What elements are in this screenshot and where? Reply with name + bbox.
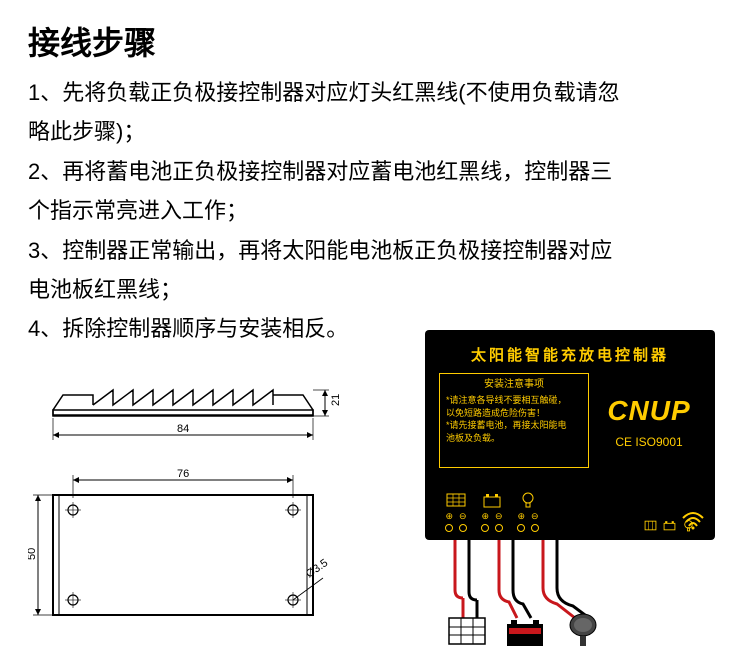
terminal-ports: ⊕⊖ ⊕⊖ <box>439 491 539 532</box>
step-1-line-2: 略此步骤)； <box>28 113 722 150</box>
page-title: 接线步骤 <box>28 18 722 64</box>
iso-label: CE ISO9001 <box>615 435 682 449</box>
solar-port: ⊕⊖ <box>445 491 467 532</box>
warning-line-3: *请先接蓄电池，再接太阳能电 <box>446 419 582 432</box>
warning-title: 安装注意事项 <box>446 378 582 392</box>
warning-box: 安装注意事项 *请注意各导线不要相互触碰， 以免短路造成危险伤害！ *请先接蓄电… <box>439 373 589 468</box>
warning-line-4: 池板及负载。 <box>446 432 582 445</box>
controller-box: 太阳能智能充放电控制器 安装注意事项 *请注意各导线不要相互触碰， 以免短路造成… <box>425 330 715 540</box>
wifi-icon <box>681 510 705 530</box>
step-2-line-1: 2、再将蓄电池正负极接控制器对应蓄电池红黑线，控制器三 <box>28 153 722 190</box>
controller-title: 太阳能智能充放电控制器 <box>439 344 701 365</box>
svg-text:76: 76 <box>177 468 189 480</box>
svg-text:21: 21 <box>330 394 342 406</box>
solar-panel-icon <box>449 618 485 644</box>
solar-led-icon <box>644 519 657 532</box>
battery-port: ⊕⊖ <box>481 491 503 532</box>
bulb-icon <box>518 491 538 509</box>
step-2-line-2: 个指示常亮进入工作； <box>28 192 722 229</box>
battery-device-icon <box>507 620 543 646</box>
controller-illustration: 太阳能智能充放电控制器 安装注意事项 *请注意各导线不要相互触碰， 以免短路造成… <box>418 330 722 630</box>
step-3-line-1: 3、控制器正常输出，再将太阳能电池板正负极接控制器对应 <box>28 232 722 269</box>
load-port: ⊕⊖ <box>517 491 539 532</box>
battery-icon <box>482 491 502 509</box>
steps-block: 1、先将负载正负极接控制器对应灯头红黑线(不使用负载请忽 略此步骤)； 2、再将… <box>28 74 722 348</box>
brand-logo: CNUP <box>607 395 690 427</box>
dimension-drawing: 21 84 76 <box>28 340 398 630</box>
warning-line-2: 以免短路造成危险伤害！ <box>446 407 582 420</box>
battery-led-icon <box>663 519 676 532</box>
lamp-device-icon <box>570 614 596 646</box>
step-3-line-2: 电池板红黑线； <box>28 271 722 308</box>
svg-text:84: 84 <box>177 423 189 435</box>
svg-text:50: 50 <box>28 548 38 560</box>
technical-drawings: 21 84 76 <box>28 340 418 635</box>
step-1-line-1: 1、先将负载正负极接控制器对应灯头红黑线(不使用负载请忽 <box>28 74 722 111</box>
wiring-diagram <box>425 540 715 630</box>
svg-text:Ø3.5: Ø3.5 <box>304 557 330 581</box>
warning-line-1: *请注意各导线不要相互触碰， <box>446 394 582 407</box>
solar-icon <box>446 491 466 509</box>
bottom-row: 21 84 76 <box>28 330 722 635</box>
